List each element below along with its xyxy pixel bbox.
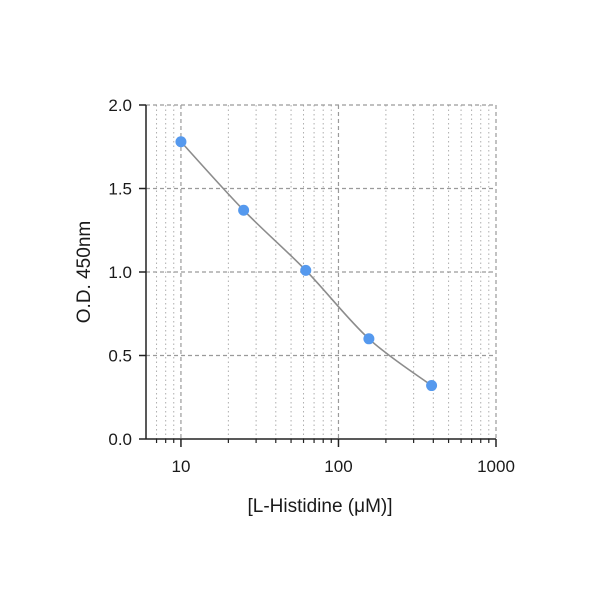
axes bbox=[139, 104, 497, 447]
fit-curve bbox=[180, 141, 433, 387]
data-point bbox=[238, 204, 250, 216]
y-tick-label: 1.0 bbox=[108, 263, 132, 282]
data-points bbox=[175, 136, 438, 392]
data-point bbox=[426, 380, 438, 392]
x-tick-label: 10 bbox=[171, 457, 190, 476]
grid-lines bbox=[146, 104, 497, 439]
x-axis-title: [L-Histidine (μM)] bbox=[247, 496, 392, 517]
data-point bbox=[300, 264, 312, 276]
y-tick-label: 0.0 bbox=[108, 430, 132, 449]
x-tick-label: 100 bbox=[324, 457, 352, 476]
x-tick-labels: 10 100 1000 bbox=[171, 457, 514, 476]
fit-curve-layer bbox=[180, 141, 433, 387]
y-tick-labels: 0.0 0.5 1.0 1.5 2.0 bbox=[108, 96, 132, 449]
y-tick-label: 1.5 bbox=[108, 180, 132, 199]
data-point bbox=[363, 333, 375, 345]
y-tick-label: 0.5 bbox=[108, 347, 132, 366]
y-axis-title: O.D. 450nm bbox=[74, 221, 95, 323]
x-tick-label: 1000 bbox=[477, 457, 515, 476]
y-tick-label: 2.0 bbox=[108, 96, 132, 115]
data-point bbox=[175, 136, 187, 148]
